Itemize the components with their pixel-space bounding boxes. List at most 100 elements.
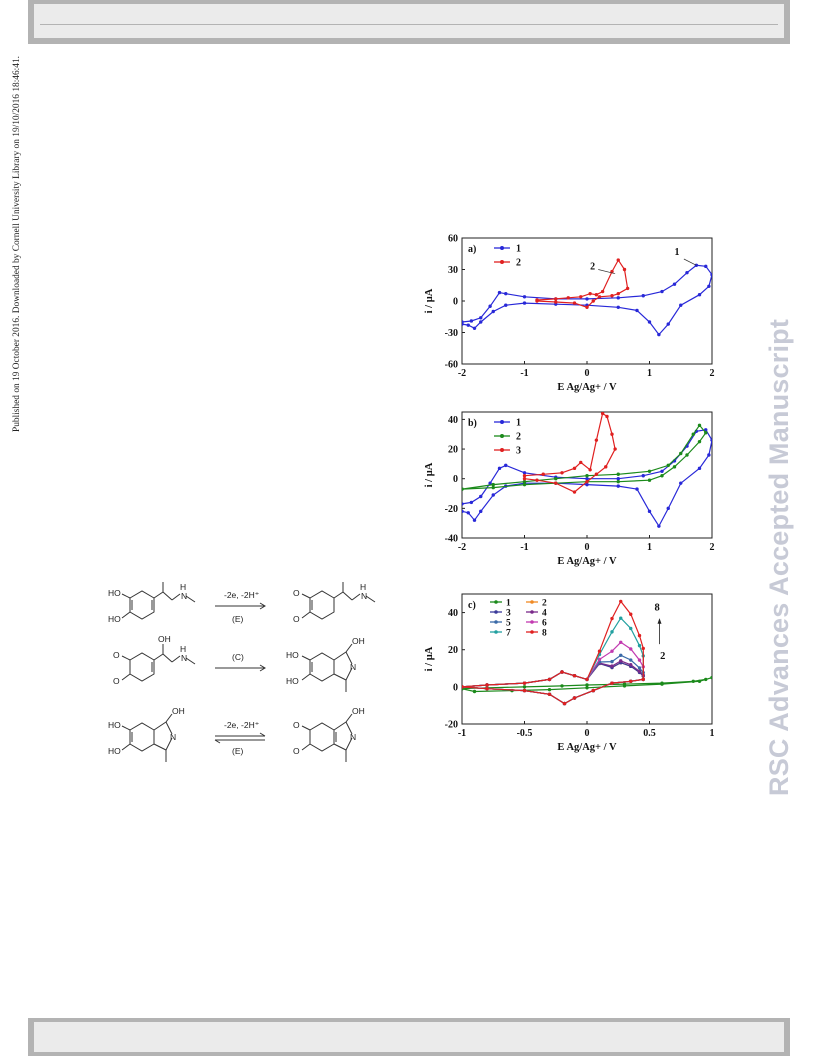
x-tick-label: -1 [520,542,528,553]
data-point [462,502,464,506]
data-point [585,474,589,478]
y-axis-label: i / µA [424,462,435,487]
x-tick-label: 0.5 [643,728,656,739]
data-point [554,300,558,304]
svg-text:N: N [361,591,367,601]
data-point [647,320,652,324]
data-point [591,299,595,303]
x-tick-label: 1 [647,368,652,379]
data-point [522,301,527,305]
data-point [707,284,711,288]
legend-label: 2 [516,432,521,443]
data-point [610,649,614,653]
data-point [641,474,645,478]
data-point [488,304,492,308]
y-tick-label: 40 [448,415,458,426]
svg-text:-2e, -2H⁺: -2e, -2H⁺ [224,590,259,600]
legend-marker [530,620,534,624]
data-point [647,469,652,473]
data-point [685,453,689,457]
data-point [504,303,508,307]
data-point [616,484,620,488]
data-point [613,447,617,451]
legend-marker [494,630,498,634]
publication-note: Published on 19 October 2016. Downloaded… [12,56,22,432]
data-point [554,297,558,301]
accepted-manuscript-watermark: RSC Advances Accepted Manuscript [764,318,794,796]
x-tick-label: 0 [585,728,590,739]
data-point [560,471,564,475]
data-point [619,640,623,644]
data-point [616,472,620,476]
data-point [600,412,605,416]
data-point [625,286,630,291]
data-point [497,466,502,471]
x-axis-label: E Ag/Ag+ / V [557,382,617,393]
header-bar [28,0,790,44]
cycle-annotation: 8 [655,603,660,614]
x-tick-label: 1 [710,728,715,739]
data-point [472,518,477,522]
data-point [522,474,527,478]
svg-text:N: N [350,732,356,742]
data-point [485,687,489,691]
data-point [554,481,558,485]
data-point [635,487,639,491]
curve-annotation: 2 [590,262,595,273]
data-point [704,677,708,682]
data-point [594,293,599,297]
data-point [679,451,683,456]
svg-text:OH: OH [172,706,185,716]
y-tick-label: -20 [445,504,458,515]
data-point [585,297,589,301]
y-tick-label: -60 [445,360,458,371]
plot-area [462,599,712,706]
y-tick-label: 40 [448,608,458,619]
data-point [572,466,577,471]
y-axis-label: i / µA [424,288,435,313]
data-point [491,309,495,314]
plot-area [462,258,712,337]
svg-text:O: O [293,720,300,730]
cv-chart-c: -1 -0.5 0 0.5 1 40 20 0 -20 E Ag/Ag+ / V i / µA c) 1… [424,593,715,753]
data-point [660,682,664,686]
cv-chart-b: -2 -1 0 1 2 40 20 0 -20 -40 E Ag/Ag+ / V i / µA b) 1 2… [424,411,715,567]
data-point [641,646,645,651]
svg-text:OH: OH [158,580,171,582]
data-point [466,511,470,515]
x-tick-label: 2 [710,542,715,553]
plot-frame [461,237,713,365]
data-point [572,490,577,494]
data-point [660,289,664,294]
data-point [522,295,527,299]
data-point [535,478,539,482]
data-point [585,683,589,687]
svg-text:HO: HO [108,746,121,756]
svg-text:O: O [113,650,120,660]
data-point [704,428,708,432]
data-point [637,633,642,638]
data-point [591,688,595,693]
x-tick-label: -2 [458,542,466,553]
svg-text:H: H [180,644,186,654]
data-point [485,683,489,687]
data-point [619,599,623,604]
data-point [610,432,614,436]
x-tick-label: 2 [710,368,715,379]
panel-label: c) [468,600,476,611]
x-axis-label: E Ag/Ag+ / V [557,556,617,567]
data-point [622,684,627,688]
data-point [647,478,652,482]
data-point [600,289,605,294]
series-line-1 [462,264,712,336]
data-point [466,323,470,327]
data-point [710,273,712,277]
data-point [610,681,614,685]
data-point [697,439,702,444]
data-point [597,295,602,299]
legend-label: 1 [506,599,511,609]
data-point [619,616,623,620]
legend-marker [530,600,534,604]
svg-text:N: N [170,732,176,742]
data-point [691,679,695,683]
